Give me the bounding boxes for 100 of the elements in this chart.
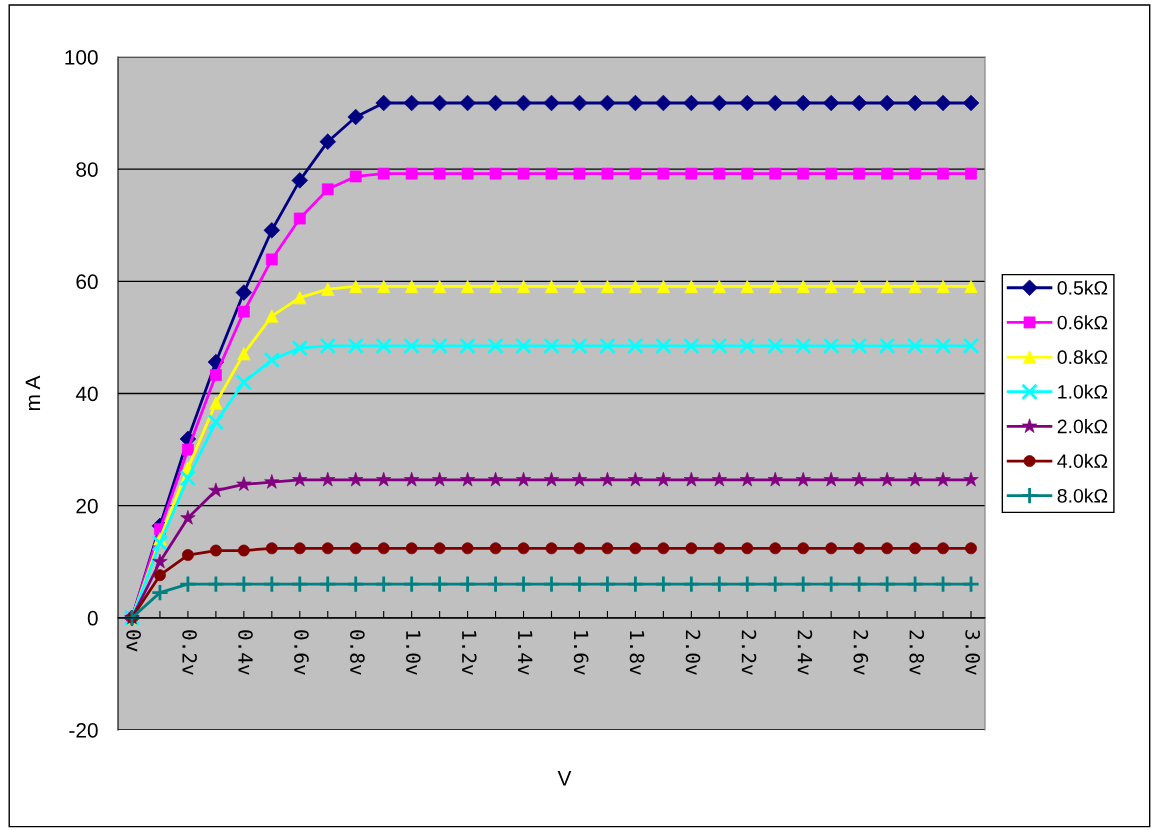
point <box>656 279 670 293</box>
point <box>178 575 197 594</box>
point <box>794 575 813 594</box>
point <box>878 337 896 355</box>
point <box>488 279 503 293</box>
y-tick-label: 80 <box>76 162 98 177</box>
point <box>150 583 169 602</box>
x-tick-label: 0.4v <box>238 630 253 675</box>
point <box>347 108 364 126</box>
point <box>461 279 475 293</box>
point <box>319 337 337 355</box>
point <box>430 575 449 594</box>
legend-label: 4.0kΩ <box>1057 453 1108 469</box>
point <box>179 469 197 487</box>
point <box>906 337 924 355</box>
y-tick-label: 60 <box>76 274 98 290</box>
legend-label: 1.0kΩ <box>1058 384 1108 399</box>
point <box>964 279 978 293</box>
point <box>290 575 309 594</box>
legend-label: 2.0kΩ <box>1057 419 1108 434</box>
y-tick-label: 20 <box>76 498 98 514</box>
x-tick-label: 0.2v <box>182 630 197 675</box>
point <box>766 337 784 355</box>
y-tick-label: 0 <box>87 610 98 626</box>
point <box>235 373 253 391</box>
point <box>655 337 672 355</box>
point <box>599 337 616 355</box>
point <box>458 575 477 594</box>
point <box>234 575 253 594</box>
point <box>683 337 700 355</box>
point <box>627 94 644 112</box>
point <box>628 279 642 293</box>
point <box>822 337 840 355</box>
point <box>880 279 894 293</box>
point <box>487 94 504 112</box>
point <box>459 337 476 355</box>
y-tick-label: 40 <box>75 386 98 402</box>
x-tick-label: 0v <box>126 630 141 652</box>
x-tick-label: 2.4v <box>797 630 813 675</box>
point <box>683 94 700 112</box>
x-tick-label: 2.6v <box>853 630 869 675</box>
x-tick-label: 3.0v <box>965 630 981 675</box>
x-tick-label: 0.6v <box>294 630 309 675</box>
point <box>543 94 560 112</box>
point <box>374 575 393 594</box>
point <box>965 167 977 180</box>
legend-label: 0.8kΩ <box>1057 349 1108 365</box>
point <box>766 575 785 594</box>
point <box>739 94 756 112</box>
point <box>738 575 757 594</box>
point <box>318 575 337 594</box>
point <box>206 575 225 594</box>
point <box>710 575 729 594</box>
point <box>937 167 949 180</box>
point <box>347 337 365 355</box>
x-tick-label: 1.4v <box>518 631 533 675</box>
y-tick-label: -20 <box>69 723 98 738</box>
x-tick-label: 1.8v <box>629 631 645 675</box>
point <box>151 534 169 552</box>
point <box>486 575 505 594</box>
point <box>962 337 980 355</box>
point <box>908 279 922 293</box>
point <box>850 575 869 594</box>
point <box>961 575 981 594</box>
point <box>207 413 225 431</box>
x-tick-label: 1.2v <box>462 631 477 675</box>
point <box>346 575 365 594</box>
point <box>487 337 504 355</box>
point <box>684 279 698 293</box>
point <box>710 337 728 355</box>
point <box>794 337 812 355</box>
point <box>934 337 952 355</box>
point <box>431 337 448 355</box>
point <box>543 337 560 355</box>
point <box>375 94 392 112</box>
point <box>291 339 309 357</box>
point <box>375 337 393 355</box>
point <box>542 575 561 594</box>
point <box>822 575 841 594</box>
point <box>598 575 617 594</box>
point <box>850 337 868 355</box>
x-axis-title: V <box>557 771 572 786</box>
x-tick-label: 2.2v <box>741 630 757 675</box>
legend-label: 0.5kΩ <box>1057 280 1108 295</box>
x-tick-label: 1.6v <box>573 631 589 675</box>
point <box>626 575 645 594</box>
point <box>262 575 281 594</box>
y-axis-title: m A <box>25 375 41 411</box>
point <box>906 575 925 594</box>
point <box>627 337 644 355</box>
x-tick-label: 2.8v <box>909 630 925 675</box>
point <box>571 337 588 355</box>
point <box>934 575 953 594</box>
point <box>738 337 756 355</box>
point <box>431 94 448 112</box>
legend-label: 8.0kΩ <box>1057 488 1108 503</box>
point <box>682 575 701 594</box>
point <box>402 575 421 594</box>
point <box>795 94 812 112</box>
point <box>514 575 533 594</box>
